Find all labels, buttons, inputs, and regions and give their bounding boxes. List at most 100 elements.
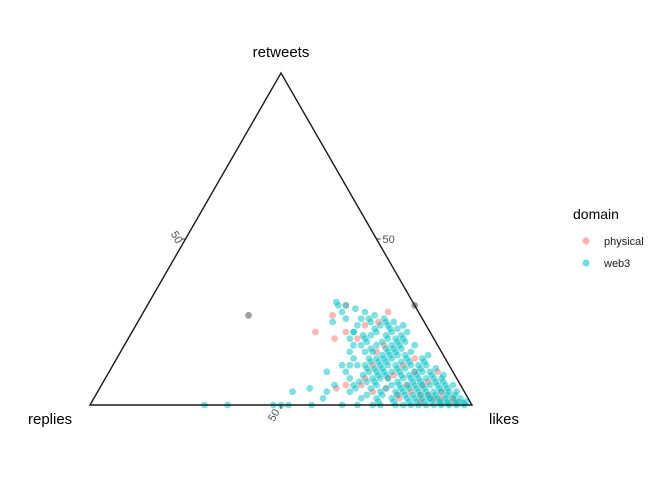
data-point-web3 [350, 328, 357, 336]
data-point-web3 [346, 335, 354, 342]
data-point-web3 [392, 361, 399, 369]
data-point-overlap [245, 312, 252, 319]
data-point-web3 [390, 398, 398, 406]
data-point-web3 [346, 348, 354, 356]
points-layer [201, 298, 470, 409]
data-point-web3 [382, 318, 390, 326]
data-point-web3 [401, 351, 409, 359]
data-point-web3 [438, 388, 445, 396]
tick-label-replies: 50 [168, 229, 185, 246]
data-point-web3 [422, 375, 430, 382]
data-point-web3 [355, 378, 363, 386]
data-point-web3 [346, 375, 354, 382]
data-point-web3 [357, 341, 365, 349]
data-point-web3 [346, 361, 354, 369]
data-point-web3 [424, 351, 432, 359]
data-point-web3 [394, 338, 401, 346]
vertex-label-likes: likes [489, 411, 519, 428]
data-point-web3 [354, 361, 361, 369]
data-point-web3 [361, 348, 369, 356]
data-point-web3 [342, 302, 350, 309]
tick-label-retweets: 50 [383, 234, 395, 246]
data-point-web3 [375, 371, 382, 379]
data-point-web3 [369, 375, 377, 382]
data-point-web3 [367, 331, 375, 339]
data-point-web3 [359, 371, 367, 379]
data-point-web3 [449, 381, 457, 389]
data-point-web3 [417, 391, 424, 399]
data-point-web3 [323, 388, 331, 396]
data-point-web3 [405, 398, 413, 406]
data-point-web3 [396, 381, 403, 389]
data-point-web3 [380, 355, 388, 362]
data-point-web3 [329, 318, 336, 326]
data-point-web3 [331, 381, 338, 389]
data-point-web3 [394, 325, 401, 332]
data-point-physical [329, 312, 336, 319]
data-point-web3 [394, 391, 401, 399]
data-point-web3 [440, 371, 447, 379]
data-point-web3 [352, 305, 359, 313]
data-point-web3 [376, 321, 384, 329]
data-point-physical [411, 355, 419, 362]
data-point-web3 [306, 385, 314, 392]
data-point-web3 [363, 378, 371, 386]
data-point-web3 [386, 351, 394, 359]
data-point-web3 [323, 368, 331, 376]
data-point-web3 [405, 371, 413, 379]
legend-title: domain [573, 206, 619, 222]
legend-key-web3 [582, 259, 590, 267]
data-point-web3 [388, 381, 396, 389]
data-point-web3 [333, 298, 340, 306]
data-point-physical [331, 335, 338, 342]
data-point-web3 [413, 398, 420, 406]
data-point-web3 [289, 388, 296, 396]
data-point-web3 [390, 318, 398, 326]
data-point-web3 [363, 338, 371, 346]
data-point-web3 [457, 395, 464, 402]
data-point-web3 [367, 345, 375, 352]
data-point-web3 [382, 345, 390, 352]
data-point-web3 [375, 398, 382, 406]
vertex-label-retweets: retweets [253, 44, 310, 61]
data-point-physical [384, 308, 392, 316]
data-point-web3 [403, 328, 411, 336]
data-point-web3 [405, 385, 413, 392]
data-point-physical [342, 381, 350, 389]
data-point-physical [354, 335, 361, 342]
data-point-web3 [399, 321, 407, 329]
data-point-web3 [451, 391, 459, 399]
data-point-web3 [384, 335, 392, 342]
ticks-layer [181, 238, 381, 409]
legend: domain physical web3 [573, 206, 644, 270]
data-point-web3 [376, 388, 384, 396]
data-point-web3 [388, 368, 396, 376]
data-point-web3 [426, 381, 434, 389]
data-point-web3 [390, 345, 398, 352]
data-point-web3 [359, 331, 367, 339]
data-point-web3 [371, 312, 378, 319]
tick-label-likes: 50 [266, 407, 283, 424]
data-point-web3 [411, 341, 419, 349]
data-point-web3 [409, 378, 417, 386]
data-point-web3 [367, 385, 375, 392]
data-point-physical [312, 328, 319, 336]
data-point-web3 [413, 385, 420, 392]
data-point-web3 [338, 361, 346, 369]
data-point-web3 [346, 388, 354, 396]
data-point-web3 [376, 361, 384, 369]
data-point-web3 [350, 355, 357, 362]
data-point-web3 [397, 358, 405, 366]
data-point-web3 [378, 338, 386, 346]
data-point-web3 [407, 348, 415, 356]
data-point-web3 [426, 395, 434, 402]
data-point-physical [342, 328, 350, 336]
data-point-web3 [382, 385, 390, 392]
data-point-web3 [338, 308, 346, 316]
data-point-web3 [361, 361, 369, 369]
data-point-web3 [363, 391, 371, 399]
data-point-web3 [373, 341, 380, 349]
legend-key-physical [582, 237, 590, 245]
